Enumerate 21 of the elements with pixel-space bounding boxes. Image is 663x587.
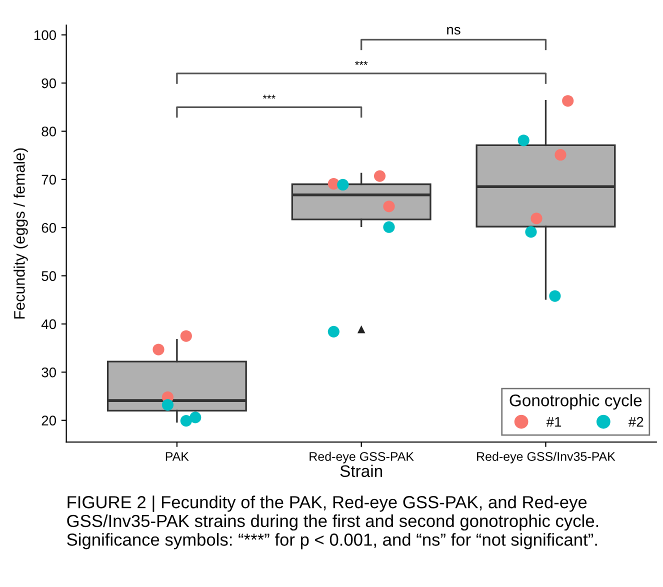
annotation: ns	[447, 26, 460, 35]
y-tick-label: 50	[42, 271, 56, 281]
y-tick-label: 20	[42, 416, 56, 426]
x-tick-label: PAK	[166, 452, 189, 461]
annotation: ***	[355, 61, 368, 65]
y-tick-label: 70	[42, 174, 56, 185]
legend-label: #1	[546, 417, 562, 427]
y-tick-label: 100	[34, 30, 56, 40]
y-axis-title: Fecundity (eggs / female)	[14, 148, 28, 319]
y-tick-label: 60	[42, 222, 56, 233]
x-tick-label: Red-eye GSS/Inv35-PAK	[477, 452, 616, 464]
caption: FIGURE 2 | Fecundity of the PAK, Red-eye GSS-PAK, and Red-eye GSS/Inv35-PAK strains during the first and second gonotrophic cycle. Significance symbols: “***” for p < 0.001, and “ns” for “not significant”.	[67, 496, 598, 550]
legend-title: Gonotrophic cycle	[510, 394, 642, 410]
x-tick-label: Red-eye GSS-PAK	[310, 452, 414, 464]
y-tick-label: 90	[42, 78, 56, 88]
annotation: ***	[262, 94, 276, 99]
x-axis-title: Strain	[340, 464, 382, 478]
y-tick-label: 40	[41, 319, 56, 330]
y-tick-label: 80	[42, 126, 56, 136]
legend-label: #2	[628, 416, 644, 427]
y-tick-label: 30	[42, 367, 56, 378]
